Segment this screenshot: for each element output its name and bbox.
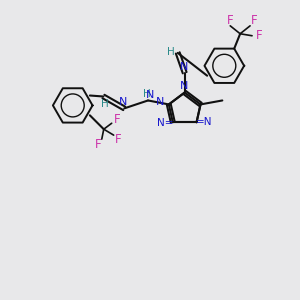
Text: F: F bbox=[94, 138, 101, 151]
Text: N: N bbox=[119, 98, 128, 107]
Text: N: N bbox=[179, 62, 188, 72]
Text: F: F bbox=[115, 133, 122, 146]
Text: H: H bbox=[100, 99, 108, 110]
Text: F: F bbox=[251, 14, 257, 27]
Text: N: N bbox=[146, 89, 154, 100]
Text: F: F bbox=[256, 29, 262, 42]
Text: F: F bbox=[114, 113, 121, 126]
Text: N: N bbox=[156, 98, 164, 107]
Text: N=: N= bbox=[157, 118, 173, 128]
Text: H: H bbox=[167, 47, 175, 57]
Text: N: N bbox=[179, 81, 188, 91]
Text: =N: =N bbox=[196, 117, 213, 127]
Text: H: H bbox=[143, 88, 151, 98]
Text: F: F bbox=[227, 14, 234, 27]
